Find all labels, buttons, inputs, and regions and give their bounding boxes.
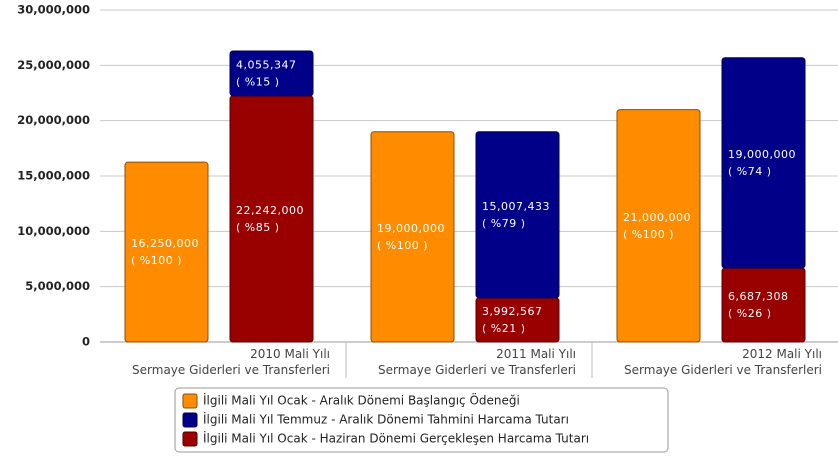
legend-swatch — [182, 393, 198, 409]
value-label: 19,000,000( %100 ) — [377, 222, 445, 252]
value-label: 16,250,000( %100 ) — [131, 237, 199, 267]
bar — [229, 95, 314, 343]
legend-label: İlgili Mali Yıl Temmuz - Aralık Dönemi T… — [203, 412, 569, 427]
y-tick-label: 30,000,000 — [17, 3, 90, 17]
value-label: 6,687,308( %26 ) — [728, 290, 788, 320]
bar — [721, 57, 806, 269]
legend-box — [174, 387, 669, 453]
x-tick-label: 2010 Mali Yılı Sermaye Giderleri ve Trans… — [132, 347, 330, 377]
value-label: 15,007,433( %79 ) — [482, 200, 550, 230]
value-label: 22,242,000( %85 ) — [236, 204, 304, 234]
y-tick-label: 10,000,000 — [17, 224, 90, 238]
y-tick-label: 25,000,000 — [17, 58, 90, 72]
value-label: 21,000,000( %100 ) — [623, 211, 691, 241]
y-tick-label: 5,000,000 — [25, 279, 90, 293]
y-tick-label: 20,000,000 — [17, 113, 90, 127]
x-tick-label: 2011 Mali Yılı Sermaye Giderleri ve Trans… — [378, 347, 576, 377]
legend-swatch — [182, 431, 198, 447]
bar — [721, 267, 806, 343]
bar — [616, 109, 701, 343]
y-tick-label: 15,000,000 — [17, 169, 90, 183]
bar — [475, 131, 560, 299]
x-tick-label: 2012 Mali Yılı Sermaye Giderleri ve Trans… — [624, 347, 822, 377]
legend-swatch — [182, 412, 198, 428]
bar — [124, 161, 209, 343]
legend-label: İlgili Mali Yıl Ocak - Aralık Dönemi Baş… — [203, 392, 520, 408]
legend-label: İlgili Mali Yıl Ocak - Haziran Dönemi Ge… — [203, 431, 589, 446]
bar — [229, 50, 314, 97]
value-label: 19,000,000( %74 ) — [728, 148, 796, 178]
value-label: 3,992,567( %21 ) — [482, 305, 542, 335]
bar — [370, 131, 455, 343]
value-label: 4,055,347( %15 ) — [236, 58, 296, 88]
y-tick-label: 0 — [82, 335, 90, 349]
